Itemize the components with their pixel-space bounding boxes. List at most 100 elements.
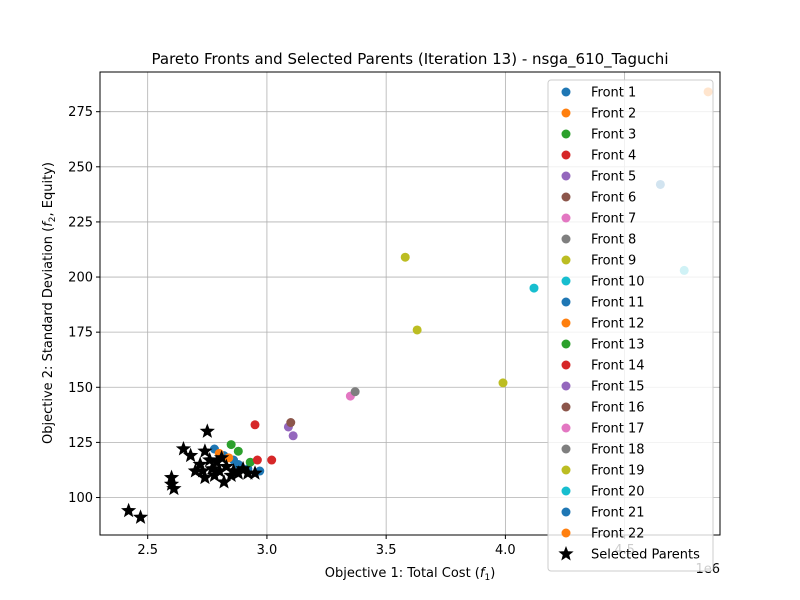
legend-marker — [561, 486, 571, 496]
legend-label: Front 1 — [591, 86, 636, 101]
legend-marker — [561, 318, 571, 328]
y-tick-label: 100 — [68, 491, 93, 506]
legend-marker — [561, 339, 571, 349]
legend-marker — [561, 297, 571, 307]
legend-marker — [561, 192, 571, 202]
legend-marker — [561, 234, 571, 244]
selected-parent-star — [132, 509, 149, 524]
front-point — [350, 387, 360, 397]
legend-box — [547, 79, 714, 572]
front-point — [250, 420, 260, 430]
selected-parent-star — [209, 454, 225, 469]
selected-parent-star — [197, 469, 213, 485]
selected-parent-star — [192, 456, 208, 471]
legend-label: Front 6 — [591, 191, 636, 206]
legend-label: Front 21 — [591, 506, 645, 521]
legend-marker — [561, 150, 571, 160]
legend-marker — [561, 507, 571, 517]
legend-label: Front 16 — [591, 401, 645, 416]
selected-parent-star — [197, 443, 213, 458]
front-point — [252, 455, 262, 465]
y-tick-label: 200 — [68, 271, 93, 286]
selected-parent-star — [194, 463, 211, 478]
front-point — [412, 325, 422, 335]
selected-parent-star — [199, 423, 215, 438]
y-axis-ticks: 100 125 150 175 200 225 250 275 — [68, 105, 100, 506]
front-point — [400, 252, 410, 262]
y-tick-label: 275 — [68, 105, 93, 120]
selected-parent-star — [211, 463, 227, 478]
legend-label: Front 9 — [591, 254, 636, 269]
y-tick-label: 225 — [68, 215, 93, 230]
legend-marker — [561, 87, 571, 97]
legend-marker — [561, 129, 571, 139]
legend-label: Selected Parents — [591, 548, 700, 563]
legend-marker — [561, 360, 571, 370]
front-point — [286, 418, 296, 428]
selected-parent-star — [204, 460, 220, 476]
front-point — [498, 378, 508, 388]
selected-parent-star — [163, 476, 180, 491]
selected-parent-star — [247, 465, 263, 480]
legend-label: Front 10 — [591, 275, 645, 290]
legend-marker — [561, 528, 571, 538]
y-axis-label: Objective 2: Standard Deviation (f2, Equ… — [41, 162, 58, 444]
legend-label: Front 7 — [591, 212, 636, 227]
legend-marker — [561, 255, 571, 265]
selected-parent-star — [235, 460, 251, 476]
legend-label: Front 22 — [591, 527, 645, 542]
legend-marker — [561, 108, 571, 118]
legend-label: Front 8 — [591, 233, 636, 248]
x-axis-label: Objective 1: Total Cost (f1) — [325, 566, 496, 583]
legend-label: Front 20 — [591, 485, 645, 500]
y-tick-label: 125 — [68, 436, 93, 451]
legend-label: Front 11 — [591, 296, 645, 311]
x-tick-label: 4.0 — [495, 543, 516, 558]
y-tick-label: 175 — [68, 326, 93, 341]
selected-parent-star — [240, 465, 256, 480]
legend-marker — [561, 465, 571, 475]
legend-marker — [561, 402, 571, 412]
front-point — [233, 446, 243, 456]
selected-parent-star — [230, 465, 246, 480]
legend-label: Front 14 — [591, 359, 645, 374]
x-tick-label: 3.0 — [257, 543, 278, 558]
selected-parent-star — [187, 463, 203, 478]
legend-label: Front 15 — [591, 380, 645, 395]
legend-marker — [561, 444, 571, 454]
legend-marker — [561, 171, 571, 181]
legend-label: Front 17 — [591, 422, 645, 437]
legend-label: Front 12 — [591, 317, 645, 332]
selected-parent-star — [121, 502, 137, 518]
selected-parent-star — [225, 463, 242, 478]
legend-label: Front 19 — [591, 464, 645, 479]
selected-parent-star — [183, 447, 199, 463]
legend-label: Front 3 — [591, 128, 636, 143]
front-point — [226, 440, 236, 450]
front-point — [245, 457, 255, 467]
y-tick-label: 150 — [68, 381, 93, 396]
plot-frame — [99, 71, 721, 536]
legend-label: Front 5 — [591, 170, 636, 185]
y-tick-label: 250 — [68, 160, 93, 175]
legend-label: Front 2 — [591, 107, 636, 122]
selected-parent-star — [216, 474, 232, 489]
selected-parent-star — [175, 441, 192, 456]
selected-parent-star — [218, 458, 234, 474]
legend-marker-star — [558, 546, 574, 561]
x-tick-label: 3.5 — [376, 543, 397, 558]
legend-label: Front 13 — [591, 338, 645, 353]
legend-marker — [561, 381, 571, 391]
front-point — [267, 455, 277, 465]
x-tick-label: 2.5 — [137, 543, 158, 558]
legend-label: Front 18 — [591, 443, 645, 458]
legend-marker — [561, 423, 571, 433]
selected-parent-star — [206, 467, 223, 482]
legend-label: Front 4 — [591, 149, 636, 164]
selected-parent-star — [202, 452, 218, 467]
chart-title: Pareto Fronts and Selected Parents (Iter… — [152, 50, 669, 69]
selected-parent-star — [214, 449, 230, 465]
legend-marker — [561, 213, 571, 223]
legend-marker — [561, 276, 571, 286]
